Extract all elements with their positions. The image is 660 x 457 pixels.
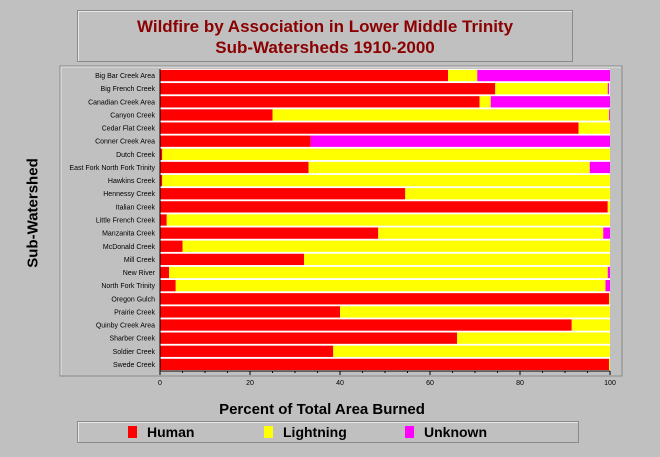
x-axis-label: Percent of Total Area Burned	[219, 401, 425, 418]
y-tick-label-canyon-creek: Canyon Creek	[110, 112, 155, 119]
y-tick-label-dutch-creek: Dutch Creek	[116, 152, 155, 159]
bar-human-big-french-creek	[160, 83, 496, 95]
bar-unknown-north-fork-trinity	[605, 280, 610, 292]
bar-unknown-canadian-creek-area	[490, 96, 610, 108]
chart-title-box: Wildfire by Association in Lower Middle …	[77, 10, 573, 62]
bar-lightning-oregon-gulch	[609, 293, 610, 305]
x-tick-label-100: 100	[604, 380, 616, 387]
bar-human-conner-creek-area	[160, 135, 311, 147]
bar-lightning-little-french-creek	[166, 214, 610, 226]
bar-lightning-prairie-creek	[340, 306, 610, 318]
x-tick-label-0: 0	[158, 380, 162, 387]
y-tick-label-new-river: New River	[123, 270, 156, 277]
bar-human-sharber-creek	[160, 332, 457, 344]
bar-lightning-big-french-creek	[495, 83, 608, 95]
bar-human-little-french-creek	[160, 214, 167, 226]
bar-lightning-big-bar-creek-area	[448, 69, 478, 82]
y-tick-label-big-bar-creek-area: Big Bar Creek Area	[95, 73, 155, 80]
legend-swatch-human	[128, 426, 137, 438]
y-tick-label-mcdonald-creek: McDonald Creek	[103, 244, 156, 251]
bar-lightning-new-river	[169, 266, 608, 279]
bar-human-prairie-creek	[160, 306, 340, 318]
bar-human-soldier-creek	[160, 345, 334, 357]
bar-lightning-italian-creek	[607, 201, 610, 213]
legend-label-human: Human	[147, 424, 195, 440]
y-tick-label-conner-creek-area: Conner Creek Area	[95, 139, 155, 146]
y-tick-label-big-french-creek: Big French Creek	[101, 86, 156, 93]
bar-human-canadian-creek-area	[160, 96, 480, 108]
y-tick-label-manzanita-creek: Manzanita Creek	[102, 231, 155, 238]
bar-lightning-north-fork-trinity	[175, 280, 606, 292]
bar-human-big-bar-creek-area	[160, 69, 448, 82]
bar-lightning-canyon-creek	[272, 109, 610, 121]
bar-lightning-dutch-creek	[162, 148, 610, 160]
y-tick-label-soldier-creek: Soldier Creek	[113, 349, 156, 356]
bar-human-oregon-gulch	[160, 293, 610, 305]
x-tick-label-80: 80	[516, 380, 524, 387]
y-axis-label: Sub-Watershed	[24, 158, 42, 268]
y-tick-label-cedar-flat-creek: Cedar Flat Creek	[102, 126, 156, 133]
bar-unknown-big-bar-creek-area	[477, 69, 610, 82]
bar-lightning-quinby-creek-area	[571, 319, 610, 331]
bar-human-manzanita-creek	[160, 227, 379, 239]
bar-unknown-manzanita-creek	[603, 227, 610, 239]
bar-unknown-canyon-creek	[609, 109, 610, 121]
bar-lightning-canadian-creek-area	[479, 96, 491, 108]
legend-swatch-lightning	[264, 426, 273, 438]
bar-lightning-soldier-creek	[333, 345, 610, 357]
bar-unknown-new-river	[607, 266, 610, 279]
y-tick-label-sharber-creek: Sharber Creek	[109, 336, 155, 343]
y-tick-label-mill-creek: Mill Creek	[124, 257, 156, 264]
bar-unknown-conner-creek-area	[310, 135, 610, 147]
bar-lightning-hennessy-creek	[405, 188, 610, 200]
y-tick-label-north-fork-trinity: North Fork Trinity	[101, 283, 155, 290]
bar-lightning-manzanita-creek	[378, 227, 604, 239]
bar-lightning-hawkins-creek	[162, 174, 610, 187]
y-tick-label-east-fork-north-fork-trinity: East Fork North Fork Trinity	[69, 165, 155, 172]
legend: Human Lightning Unknown	[77, 421, 579, 443]
legend-label-unknown: Unknown	[424, 424, 487, 440]
bar-human-east-fork-north-fork-trinity	[160, 161, 309, 174]
y-tick-label-oregon-gulch: Oregon Gulch	[111, 296, 155, 303]
bar-human-new-river	[160, 266, 169, 279]
chart-title: Wildfire by Association in Lower Middle …	[136, 17, 514, 36]
bar-human-quinby-creek-area	[160, 319, 572, 331]
legend-swatch-unknown	[405, 426, 414, 438]
y-tick-label-little-french-creek: Little French Creek	[96, 218, 156, 225]
x-tick-label-20: 20	[246, 380, 254, 387]
bar-unknown-east-fork-north-fork-trinity	[589, 161, 610, 174]
bar-human-dutch-creek	[160, 148, 163, 160]
bar-human-north-fork-trinity	[160, 280, 176, 292]
bar-lightning-swede-creek	[609, 358, 610, 371]
bar-human-cedar-flat-creek	[160, 122, 579, 134]
bar-lightning-east-fork-north-fork-trinity	[308, 161, 590, 174]
y-tick-label-italian-creek: Italian Creek	[116, 204, 156, 211]
bar-unknown-big-french-creek	[607, 83, 610, 95]
legend-label-lightning: Lightning	[283, 424, 347, 440]
bar-lightning-cedar-flat-creek	[578, 122, 610, 134]
y-tick-label-hawkins-creek: Hawkins Creek	[108, 178, 156, 185]
bar-human-mill-creek	[160, 253, 304, 266]
bar-lightning-sharber-creek	[457, 332, 610, 344]
chart-subtitle: Sub-Watersheds 1910-2000	[215, 38, 435, 57]
bar-human-swede-creek	[160, 358, 610, 371]
y-tick-label-hennessy-creek: Hennessy Creek	[103, 191, 155, 198]
bar-human-hawkins-creek	[160, 174, 163, 187]
bar-lightning-mill-creek	[304, 253, 610, 266]
y-tick-label-canadian-creek-area: Canadian Creek Area	[88, 99, 155, 106]
x-tick-label-60: 60	[426, 380, 434, 387]
bar-human-mcdonald-creek	[160, 240, 183, 252]
y-tick-label-prairie-creek: Prairie Creek	[114, 309, 155, 316]
bar-human-italian-creek	[160, 201, 608, 213]
bar-lightning-mcdonald-creek	[182, 240, 610, 252]
bar-human-hennessy-creek	[160, 188, 406, 200]
y-tick-label-quinby-creek-area: Quinby Creek Area	[96, 323, 155, 330]
y-tick-label-swede-creek: Swede Creek	[113, 362, 156, 369]
bar-human-canyon-creek	[160, 109, 273, 121]
x-tick-label-40: 40	[336, 380, 344, 387]
